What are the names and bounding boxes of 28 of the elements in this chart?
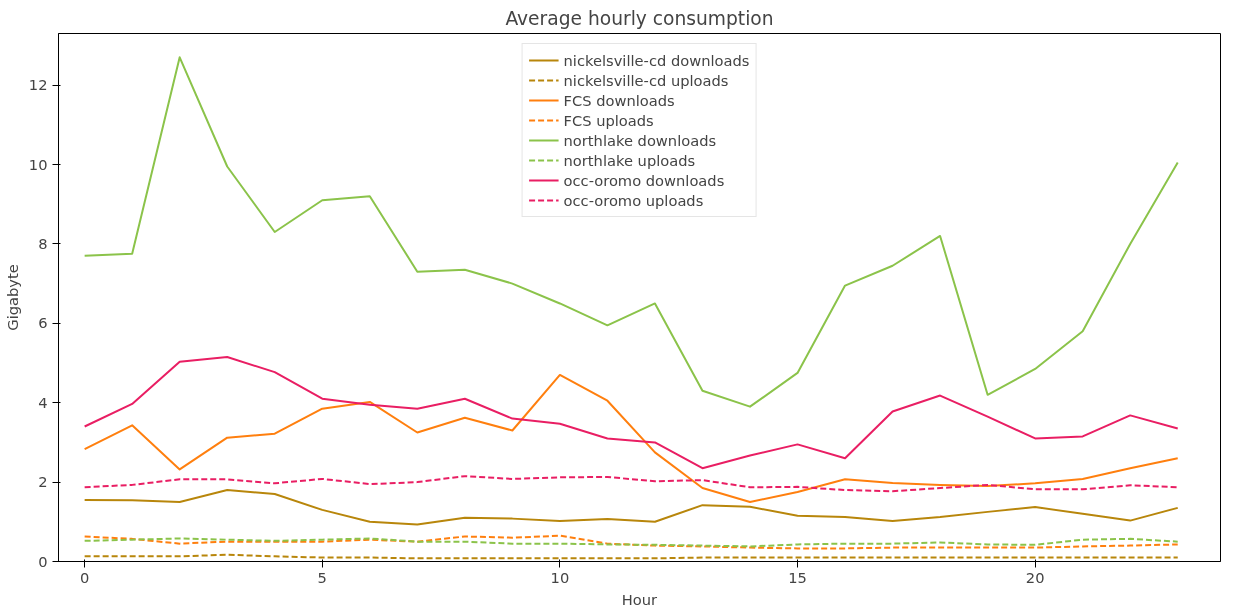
line-series — [83, 489, 1179, 526]
line-series — [83, 475, 1179, 493]
y-tick-label: 0 — [38, 552, 48, 570]
legend-label: northlake uploads — [563, 151, 696, 169]
legend-label: FCS downloads — [563, 91, 675, 109]
chart-title: Average hourly consumption — [505, 7, 774, 29]
x-axis-title: Hour — [621, 590, 659, 608]
legend-label: northlake downloads — [563, 131, 717, 149]
y-tick-label: 12 — [28, 76, 48, 94]
line-series — [83, 373, 1179, 503]
legend-label: nickelsville-cd uploads — [563, 71, 729, 89]
y-tick-label: 6 — [38, 314, 48, 332]
y-tick-label: 10 — [28, 155, 48, 173]
legend-label: nickelsville-cd downloads — [563, 51, 750, 69]
line-series — [83, 56, 1179, 408]
line-series — [83, 356, 1179, 470]
legend-label: occ-oromo downloads — [563, 171, 725, 189]
y-tick-label: 8 — [38, 234, 48, 252]
x-tick-label: 5 — [317, 568, 327, 586]
x-tick-label: 20 — [1025, 568, 1045, 586]
legend-label: FCS uploads — [563, 111, 654, 129]
legend-label: occ-oromo uploads — [563, 191, 704, 209]
y-tick-label: 4 — [38, 393, 48, 411]
y-tick-label: 2 — [38, 473, 48, 491]
y-axis-title: Gigabyte — [3, 264, 21, 331]
x-tick-label: 15 — [788, 568, 807, 586]
x-tick-label: 10 — [550, 568, 570, 586]
x-tick-label: 0 — [79, 568, 90, 586]
